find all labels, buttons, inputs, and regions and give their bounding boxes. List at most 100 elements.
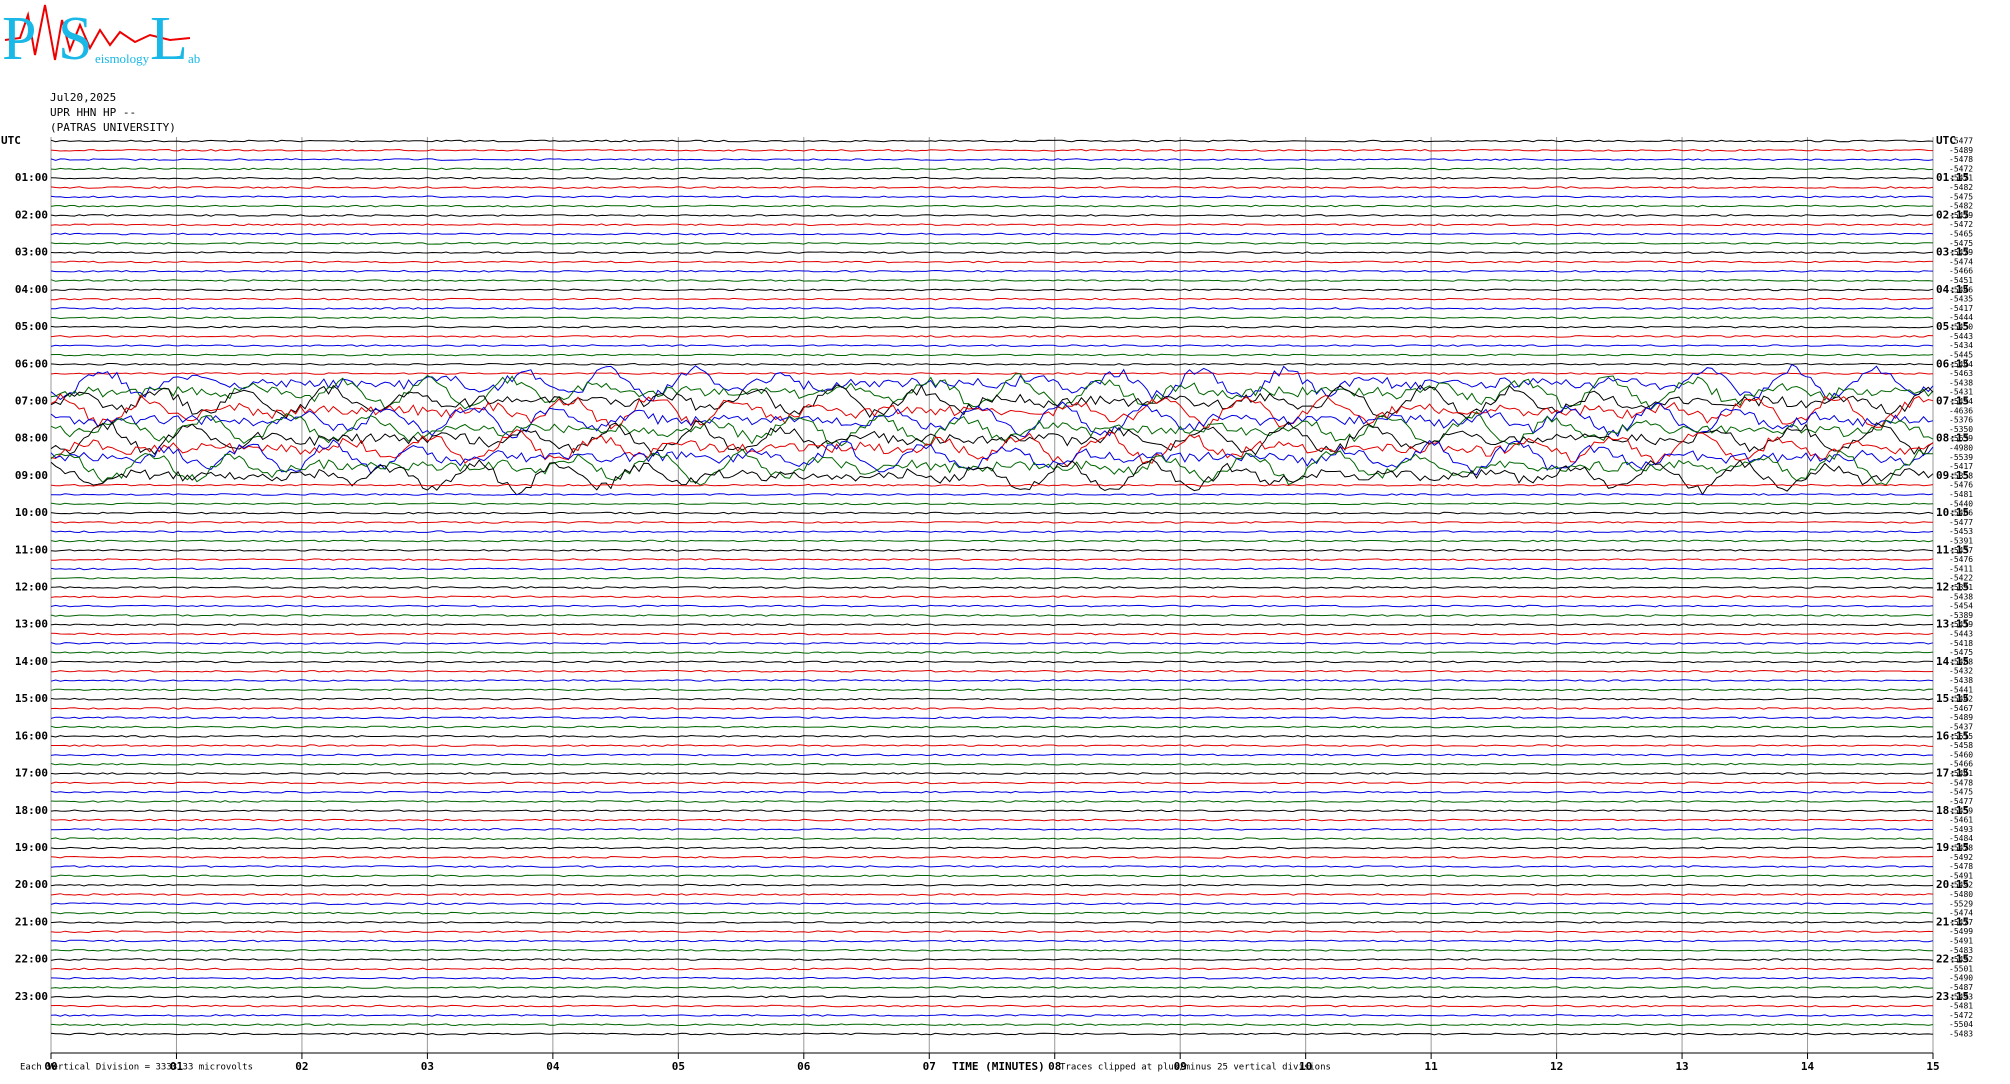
trace-offset: -5434: [1949, 341, 1973, 350]
trace: [50, 186, 1934, 189]
trace: [50, 167, 1934, 171]
trace-offset: -5461: [1949, 816, 1973, 825]
trace-offset: -5459: [1949, 806, 1973, 815]
x-tick-label: 15: [1926, 1060, 1939, 1073]
trace: [50, 420, 1934, 457]
x-tick-label: 14: [1801, 1060, 1815, 1073]
logo-letter: L: [150, 5, 188, 73]
hour-label-left: 17:00: [15, 767, 48, 780]
trace-offset: -5478: [1949, 778, 1973, 787]
trace: [50, 809, 1933, 813]
trace: [50, 641, 1934, 645]
trace-offset: -5492: [1949, 955, 1973, 964]
trace-offset: -5493: [1949, 992, 1973, 1001]
trace: [50, 279, 1934, 282]
trace-offset: -5391: [1949, 536, 1973, 545]
hour-label-right: 18:15: [1936, 804, 1969, 817]
trace-offset: -5431: [1949, 388, 1973, 397]
hour-label-right: 16:15: [1936, 729, 1969, 742]
trace: [51, 744, 1934, 747]
trace: [50, 967, 1934, 971]
trace-offset: -5474: [1949, 257, 1973, 266]
trace-offset: -5476: [1949, 481, 1973, 490]
trace: [50, 401, 1934, 439]
trace-offset: -5639: [1949, 434, 1973, 443]
trace: [50, 251, 1934, 254]
trace-offset: -5477: [1949, 918, 1973, 927]
trace: [50, 846, 1934, 850]
trace-offset: -5437: [1949, 723, 1973, 732]
hour-label-left: 08:00: [15, 432, 48, 445]
trace: [50, 204, 1934, 208]
trace-offset: -5389: [1949, 611, 1973, 620]
hour-label-left: 10:00: [15, 506, 48, 519]
trace-offset: -5358: [1949, 471, 1973, 480]
trace-offset: -5480: [1949, 890, 1973, 899]
hour-label-left: 19:00: [15, 841, 48, 854]
trace-offset: -5490: [1949, 974, 1973, 983]
trace: [50, 576, 1934, 580]
trace: [50, 818, 1934, 822]
trace: [50, 660, 1934, 664]
trace-offset: -5437: [1949, 546, 1973, 555]
hour-label-right: 21:15: [1936, 915, 1969, 928]
hour-label-right: UTC: [1936, 134, 1956, 147]
hour-label-left: 06:00: [15, 357, 48, 370]
trace-offset: -5479: [1949, 211, 1973, 220]
trace: [50, 288, 1934, 292]
trace: [50, 429, 1934, 468]
logo-letter: P: [2, 5, 36, 73]
trace: [50, 976, 1934, 980]
trace: [50, 725, 1934, 729]
trace-offset: -5491: [1949, 936, 1973, 945]
trace-offset: -5441: [1949, 769, 1973, 778]
institution: (PATRAS UNIVERSITY): [50, 121, 176, 134]
hour-label-right: 09:15: [1936, 469, 1969, 482]
hour-label-left: UTC: [1, 134, 21, 147]
trace-offset: -5488: [1949, 657, 1973, 666]
trace-offset: -5529: [1949, 899, 1973, 908]
trace: [50, 995, 1934, 999]
logo-word: ab: [188, 51, 200, 66]
hour-label-left: 04:00: [15, 283, 48, 296]
trace: [50, 363, 1934, 402]
trace: [50, 372, 1934, 375]
trace-offset: -5494: [1949, 397, 1973, 406]
trace: [50, 1004, 1933, 1008]
trace-offset: -5483: [1949, 1030, 1973, 1039]
trace-offset: -5443: [1949, 630, 1973, 639]
trace: [50, 502, 1934, 506]
hour-label-right: 22:15: [1936, 953, 1969, 966]
trace: [50, 865, 1934, 868]
trace: [50, 753, 1934, 757]
footnote: Traces clipped at plus/minus 25 vertical…: [1060, 1063, 1331, 1073]
trace: [50, 790, 1934, 794]
footnote: Each Vertical Division = 3333.33 microvo…: [20, 1063, 253, 1073]
trace: [50, 567, 1934, 571]
trace: [50, 241, 1934, 245]
trace: [50, 586, 1934, 589]
logo-word: eismology: [95, 51, 150, 66]
trace-offset: -5477: [1949, 518, 1973, 527]
trace: [50, 384, 1934, 420]
trace: [50, 958, 1934, 961]
trace-offset: -5478: [1949, 155, 1973, 164]
trace: [50, 1032, 1934, 1036]
trace-offset: -5458: [1949, 741, 1973, 750]
trace-offset: -5481: [1949, 490, 1973, 499]
trace-offset: -5499: [1949, 927, 1973, 936]
trace: [50, 893, 1934, 896]
trace: [50, 297, 1934, 301]
trace: [50, 921, 1934, 924]
trace: [50, 707, 1934, 710]
trace-offset: -5493: [1949, 825, 1973, 834]
hour-label-left: 03:00: [15, 246, 48, 259]
trace-offset: -5450: [1949, 323, 1973, 332]
trace-offset: -5438: [1949, 676, 1973, 685]
trace-offset: -5489: [1949, 146, 1973, 155]
hour-label-right: 06:15: [1936, 357, 1969, 370]
trace-offset: -5484: [1949, 834, 1973, 843]
trace: [50, 614, 1934, 617]
trace: [50, 679, 1934, 682]
